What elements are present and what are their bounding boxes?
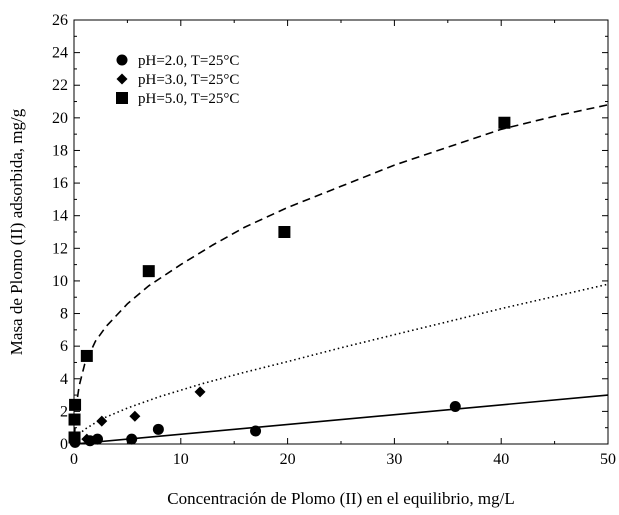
x-tick-label: 40 [493,451,509,468]
data-point-square [278,226,291,238]
data-points [68,116,511,448]
legend-label: pH=3.0, T=25°C [138,72,239,88]
y-tick-label: 4 [60,371,68,388]
y-tick-label: 0 [60,436,68,453]
data-point-square [68,431,81,444]
x-tick-label: 30 [386,451,402,468]
data-point-square [69,398,82,411]
x-tick-label: 50 [600,451,616,468]
data-point-square [80,349,93,362]
data-point-diamond [194,386,206,398]
data-point-circle [91,433,103,445]
data-point-square [68,413,81,426]
y-tick-label: 8 [60,306,68,323]
data-point-diamond [96,415,108,427]
x-axis-label: Concentración de Plomo (II) en el equili… [167,489,514,508]
y-tick-label: 16 [52,175,68,192]
data-point-diamond [81,433,93,445]
legend-label: pH=5.0, T=25°C [138,91,239,107]
y-axis-label: Masa de Plomo (II) adsorbida, mg/g [7,108,26,355]
y-tick-label: 24 [52,45,68,62]
y-tick-label: 14 [52,208,68,225]
fit-line-diamond [75,283,609,439]
y-tick-label: 10 [52,273,68,290]
data-point-circle [152,423,164,435]
legend-marker-square [116,92,128,104]
y-tick-label: 18 [52,142,68,159]
legend-marker-diamond [116,73,128,85]
y-tick-label: 20 [52,110,68,127]
x-tick-label: 0 [70,451,78,468]
data-point-diamond [129,410,141,422]
data-point-circle [449,400,461,412]
x-tick-label: 20 [280,451,296,468]
x-tick-label: 10 [173,451,189,468]
legend-marker-circle [116,54,128,66]
y-tick-label: 2 [60,403,68,420]
fit-lines [73,104,609,445]
data-point-square [142,265,155,278]
legend-label: pH=2.0, T=25°C [138,53,239,69]
y-tick-label: 12 [52,240,68,257]
data-point-circle [126,433,138,445]
legend: pH=2.0, T=25°C pH=3.0, T=25°C pH=5.0, T=25… [116,53,239,107]
fit-line-square [73,104,609,436]
data-point-square [498,116,511,129]
y-tick-label: 22 [52,77,68,94]
data-point-circle [250,425,262,437]
y-tick-label: 26 [52,12,68,29]
y-tick-label: 6 [60,338,68,355]
fit-line-circle [73,394,609,445]
